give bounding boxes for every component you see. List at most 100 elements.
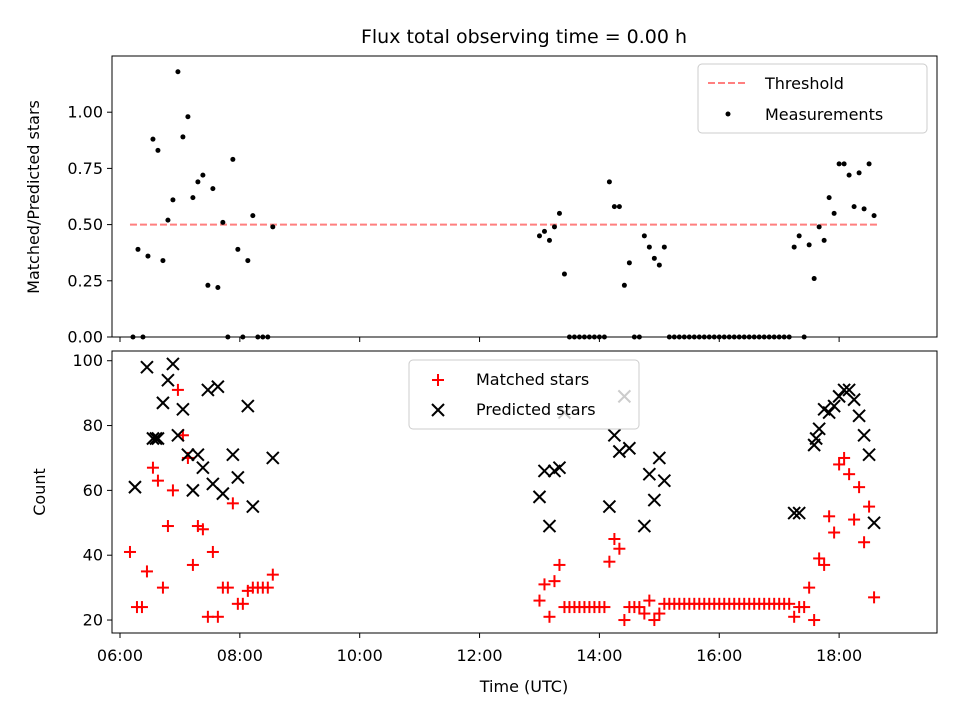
matched-star-point [206,545,219,558]
top-y-tick-label: 1.00 [67,103,103,122]
predicted-star-point [862,448,876,462]
predicted-star-mark-b [612,444,627,459]
predicted-star-mark-b [241,399,255,413]
measurement-point [145,253,151,259]
predicted-star-mark-b [657,473,672,488]
predicted-star-point [809,431,823,446]
predicted-star-point [652,451,667,465]
measurement-point [190,195,196,201]
predicted-star-mark-b [809,431,823,446]
legend-measurements-swatch [725,111,731,117]
predicted-star-mark-b [128,480,142,494]
predicted-star-mark-b [607,428,622,442]
bottom-axes-frame [111,350,938,634]
measurement-point [215,285,221,291]
predicted-star-point [196,460,210,475]
predicted-star-mark-b [216,486,230,501]
matched-star-point [598,601,611,614]
predicted-star-mark-b [812,422,826,436]
predicted-star-mark-b [266,451,280,465]
predicted-star-point [657,473,672,488]
bottom-x-axis-label: Time (UTC) [479,677,568,696]
predicted-star-mark-b [852,409,866,423]
predicted-star-point [166,357,180,371]
bottom-y-tick-label: 100 [72,351,103,370]
predicted-star-point [532,490,547,504]
matched-star-point [828,526,841,539]
measurement-point [170,197,176,203]
measurement-point [195,179,201,185]
predicted-star-point [792,506,806,520]
measurement-point [621,282,627,288]
measurement-point [150,136,156,142]
matched-star-point [798,601,811,614]
matched-star-point [236,597,249,610]
predicted-star-point [201,383,215,397]
predicted-star-point [847,392,861,407]
predicted-star-point [602,499,617,514]
predicted-star-mark-b [226,448,240,462]
predicted-star-point [181,448,195,462]
predicted-star-mark-b [149,431,163,446]
matched-star-point [171,383,184,396]
measurement-point [160,258,166,264]
measurement-point [816,224,822,230]
predicted-star-point [852,409,866,423]
matched-star-point [538,578,551,591]
predicted-star-point [161,373,175,387]
matched-star-point [643,594,656,607]
predicted-star-mark-b [542,519,557,533]
predicted-star-point [246,499,260,514]
matched-star-point [813,552,826,565]
predicted-star-mark-b [211,379,225,394]
predicted-star-mark-b [196,460,210,475]
predicted-star-mark-b [171,428,185,442]
top-y-tick-label: 0.00 [67,328,103,347]
predicted-star-mark-b [186,483,200,498]
predicted-star-mark-b [817,402,831,417]
predicted-star-mark-b [867,516,881,530]
matched-star-point [166,484,179,497]
predicted-star-point [642,467,657,481]
legend-matched-swatch [432,374,444,386]
matched-star-point [135,601,148,614]
predicted-star-point [822,405,836,420]
predicted-star-point [542,519,557,533]
top-axes-frame [111,55,938,338]
measurement-point [821,237,827,243]
predicted-star-point [186,483,200,498]
top-y-tick-label: 0.75 [67,159,103,178]
predicted-star-point [216,486,230,501]
bottom-y-tick-label: 80 [83,416,103,435]
top-axis-ticks: 0.00 0.25 0.50 0.75 1.00 [67,103,840,347]
measurement-point [606,179,612,185]
measurement-point [841,161,847,167]
measurement-point [616,204,622,210]
predicted-star-mark-b [652,451,667,465]
measurement-point [791,244,797,250]
predicted-star-point [241,399,255,413]
predicted-star-mark-b [832,389,846,404]
bottom-y-tick-label: 20 [83,611,103,630]
measurement-point [180,134,186,140]
measurement-point [661,244,667,250]
predicted-star-point [647,493,662,507]
measurement-point [175,69,181,75]
predicted-star-point [622,441,637,455]
predicted-star-point [151,431,165,446]
measurement-point [250,213,256,219]
predicted-star-point [812,422,826,436]
predicted-star-point [867,516,881,530]
measurement-point [541,228,547,234]
predicted-star-point [226,448,240,462]
predicted-star-point [552,460,567,475]
matched-star-point [838,451,851,464]
predicted-star-point [607,428,622,442]
predicted-star-mark-b [847,392,861,407]
predicted-star-mark-b [827,399,841,413]
predicted-star-mark-b [201,383,215,397]
measurement-point [185,114,191,120]
predicted-star-mark-b [787,506,801,520]
predicted-star-mark-b [862,448,876,462]
